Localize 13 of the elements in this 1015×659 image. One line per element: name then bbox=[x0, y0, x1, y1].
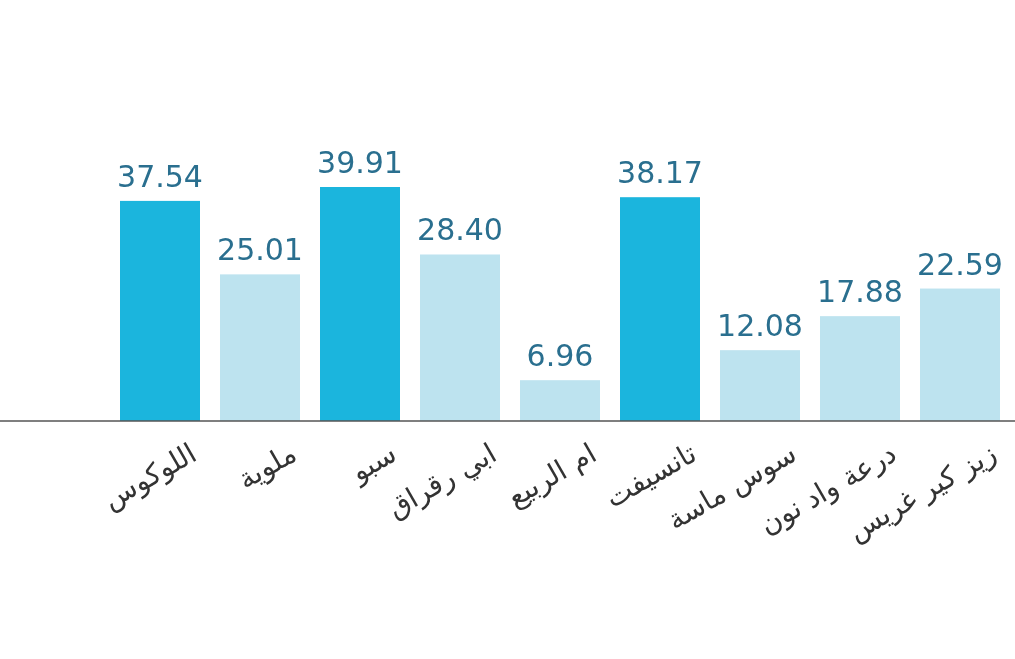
x-tick-label: ملوية bbox=[232, 436, 302, 496]
data-label: 37.54 bbox=[117, 158, 203, 194]
data-label: 12.08 bbox=[717, 308, 803, 344]
x-tick-label: ام الربيع bbox=[501, 436, 602, 514]
data-label: 25.01 bbox=[217, 232, 303, 268]
data-label: 22.59 bbox=[917, 246, 1003, 282]
data-label: 38.17 bbox=[617, 155, 703, 191]
data-label: 39.91 bbox=[317, 145, 403, 180]
x-tick-label: سبو bbox=[343, 436, 402, 490]
data-label: 28.40 bbox=[417, 212, 503, 248]
data-label: 6.96 bbox=[526, 338, 594, 374]
data-label: 17.88 bbox=[817, 274, 903, 310]
x-tick-label: اللوكوس bbox=[97, 436, 202, 517]
